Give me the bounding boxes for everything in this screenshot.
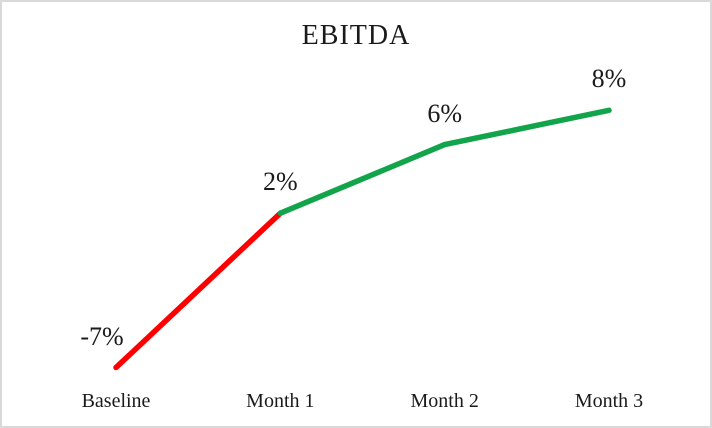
x-axis-label-2: Month 2 — [410, 390, 479, 412]
data-label-0: -7% — [80, 321, 124, 351]
trend-line-segment-1 — [277, 141, 448, 216]
trend-line-segment-0 — [113, 210, 284, 371]
trend-line-segment-2 — [441, 107, 612, 148]
chart-title: EBITDA — [301, 20, 411, 51]
data-label-2: 6% — [427, 98, 462, 128]
data-label-1: 2% — [262, 167, 298, 197]
x-axis-label-3: Month 3 — [574, 390, 644, 412]
x-axis-label-1: Month 1 — [246, 390, 315, 412]
x-axis-label-0: Baseline — [81, 390, 151, 412]
data-label-3: 8% — [591, 64, 627, 94]
